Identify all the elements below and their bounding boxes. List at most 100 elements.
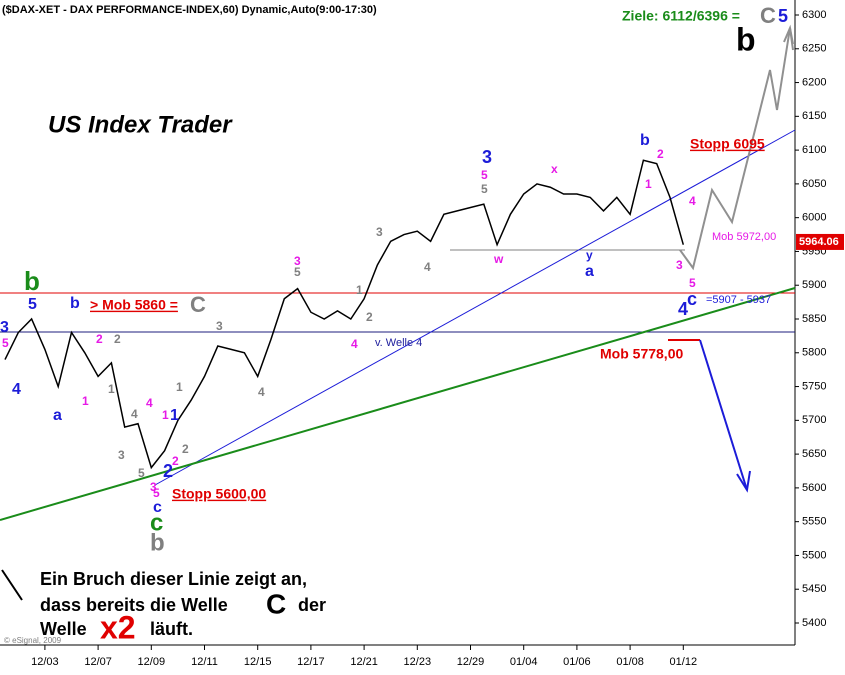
y-tick-label: 5600	[802, 482, 826, 494]
annotation: 5	[481, 182, 488, 196]
annotation: b	[640, 132, 650, 149]
annotation: w	[493, 252, 504, 266]
forecast-path	[679, 27, 794, 271]
y-tick-label: 6100	[802, 144, 826, 156]
annotation: 5	[689, 276, 696, 290]
x-tick-label: 12/17	[297, 656, 325, 668]
annotation: Stopp 5600,00	[172, 486, 266, 502]
y-tick-label: 6000	[802, 212, 826, 224]
annotation: b	[150, 529, 165, 556]
trend-line	[0, 287, 796, 521]
y-tick-label: 5450	[802, 583, 826, 595]
x-tick-label: 12/03	[31, 656, 59, 668]
annotation: 4	[424, 260, 431, 274]
annotation: dass bereits die Welle	[40, 595, 228, 615]
x-tick-label: 12/21	[350, 656, 378, 668]
annotation: > Mob 5860 =	[90, 297, 178, 313]
annotation: 5	[294, 265, 301, 279]
annotation: 4	[131, 407, 138, 421]
pointer	[1, 569, 23, 601]
y-tick-label: 6250	[802, 43, 826, 55]
annotation: 1	[170, 407, 179, 424]
price-line	[4, 159, 685, 470]
annotation: y	[586, 248, 593, 262]
y-tick-label: 5400	[802, 617, 826, 629]
annotation: a	[585, 263, 594, 280]
y-tick-label: 5850	[802, 313, 826, 325]
annotation: 2	[114, 332, 121, 346]
y-tick-label: 5650	[802, 448, 826, 460]
forecast-path	[699, 339, 748, 491]
y-tick-label: 6300	[802, 9, 826, 21]
x-tick-label: 12/11	[191, 656, 218, 668]
annotation: 2	[657, 147, 664, 161]
x-tick-label: 12/29	[457, 656, 485, 668]
arrow-head	[736, 470, 751, 493]
x-tick-label: 01/04	[510, 656, 538, 668]
annotation: 4	[351, 337, 358, 351]
annotation: Welle	[40, 619, 87, 639]
x-tick-label: 12/23	[404, 656, 432, 668]
annotation: b	[70, 295, 80, 312]
annotation: 1	[356, 283, 363, 297]
annotation: 5	[778, 6, 788, 26]
annotation: Mob 5778,00	[600, 346, 683, 362]
annotation: 3	[216, 319, 223, 333]
x-tick-label: 12/15	[244, 656, 272, 668]
annotation: 4	[12, 381, 21, 398]
annotation: Ziele: 6112/6396 =	[622, 8, 740, 24]
annotation: der	[298, 595, 326, 615]
annotation: 5	[481, 168, 488, 182]
arrow-head	[783, 24, 794, 45]
annotation: a	[53, 407, 62, 424]
annotation: Stopp 6095	[690, 136, 765, 152]
annotation: x2	[100, 609, 136, 645]
annotation: C	[190, 292, 206, 317]
annotation: © eSignal, 2009	[4, 636, 62, 645]
annotation: 1	[162, 408, 169, 422]
annotation: =5907 - 5937	[706, 294, 771, 306]
annotation: Mob 5972,00	[712, 231, 776, 243]
last-value-box	[796, 233, 844, 250]
annotation: c	[150, 509, 163, 536]
annotation: 3	[676, 258, 683, 272]
annotation: 2	[182, 442, 189, 456]
annotation: 3	[150, 480, 157, 494]
annotation: x	[551, 162, 558, 176]
annotation: v. Welle 4	[375, 337, 422, 349]
annotation: 3	[0, 319, 9, 336]
annotation: 4	[678, 299, 688, 319]
annotation: 4	[258, 385, 265, 399]
chart-title: ($DAX-XET - DAX PERFORMANCE-INDEX,60) Dy…	[2, 4, 377, 16]
y-tick-label: 5500	[802, 549, 826, 561]
x-tick-label: 01/06	[563, 656, 591, 668]
annotation: 4	[146, 396, 153, 410]
annotation: 1	[108, 382, 115, 396]
y-tick-label: 5900	[802, 279, 826, 291]
trend-line	[154, 129, 796, 486]
annotation: 4	[689, 194, 696, 208]
annotation: 5	[2, 336, 9, 350]
annotation: b	[736, 21, 756, 57]
annotation: b	[24, 266, 40, 296]
annotation: 3	[482, 147, 492, 167]
annotation: C	[266, 588, 286, 619]
y-tick-label: 5550	[802, 516, 826, 528]
annotation: 3	[118, 448, 125, 462]
annotation: c	[687, 289, 697, 309]
annotation: c	[153, 499, 162, 516]
annotation: 3	[294, 254, 301, 268]
last-value-label: 5964.06	[799, 236, 839, 248]
y-tick-label: 5750	[802, 380, 826, 392]
annotation: 5	[138, 466, 145, 480]
annotation: 2	[172, 454, 179, 468]
annotation: 1	[176, 380, 183, 394]
annotation: 1	[82, 394, 89, 408]
annotation: 5	[153, 486, 160, 500]
annotation: 5	[28, 296, 37, 313]
annotation: Ein Bruch dieser Linie zeigt an,	[40, 569, 307, 589]
y-tick-label: 6200	[802, 76, 826, 88]
x-tick-label: 12/07	[84, 656, 112, 668]
